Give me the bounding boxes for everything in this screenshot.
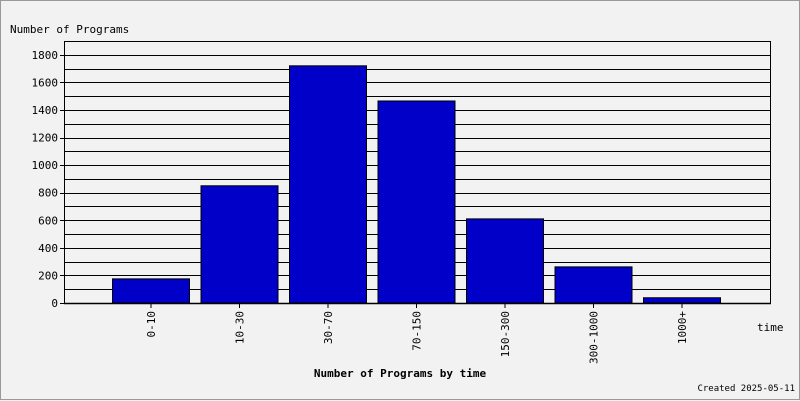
- bar-10-30: [200, 185, 279, 304]
- bar-300-1000: [554, 266, 633, 304]
- bar-0-10: [112, 278, 190, 304]
- y-tick-label: 600: [38, 214, 58, 227]
- x-tick-label: 0-10: [145, 311, 158, 338]
- footer-created-date: Created 2025-05-11: [697, 384, 795, 394]
- x-tick-label: 70-150: [411, 311, 424, 351]
- y-tick-label: 1200: [32, 132, 59, 145]
- y-tick-label: 1400: [32, 104, 59, 117]
- y-axis-label: Number of Programs: [10, 23, 130, 36]
- x-tick-label: 150-300: [499, 311, 512, 357]
- y-tick-label: 200: [38, 269, 58, 282]
- x-tick-label: 1000+: [676, 311, 689, 344]
- x-tick-label: 10-30: [234, 311, 247, 344]
- y-tick-label: 1000: [32, 159, 59, 172]
- x-tick-label: 300-1000: [588, 311, 601, 364]
- y-tick-label: 1600: [32, 76, 59, 89]
- x-axis-label: time: [757, 321, 784, 334]
- bar-1000+: [643, 297, 721, 304]
- y-tick-label: 400: [38, 242, 58, 255]
- y-tick-label: 1800: [32, 49, 59, 62]
- chart-title: Number of Programs by time: [313, 367, 487, 380]
- y-tick-label: 0: [51, 297, 58, 310]
- bar-70-150: [377, 100, 456, 304]
- y-tick-label: 800: [38, 187, 58, 200]
- bar-150-300: [466, 218, 544, 304]
- bar-30-70: [289, 65, 367, 304]
- x-tick-label: 30-70: [322, 311, 335, 344]
